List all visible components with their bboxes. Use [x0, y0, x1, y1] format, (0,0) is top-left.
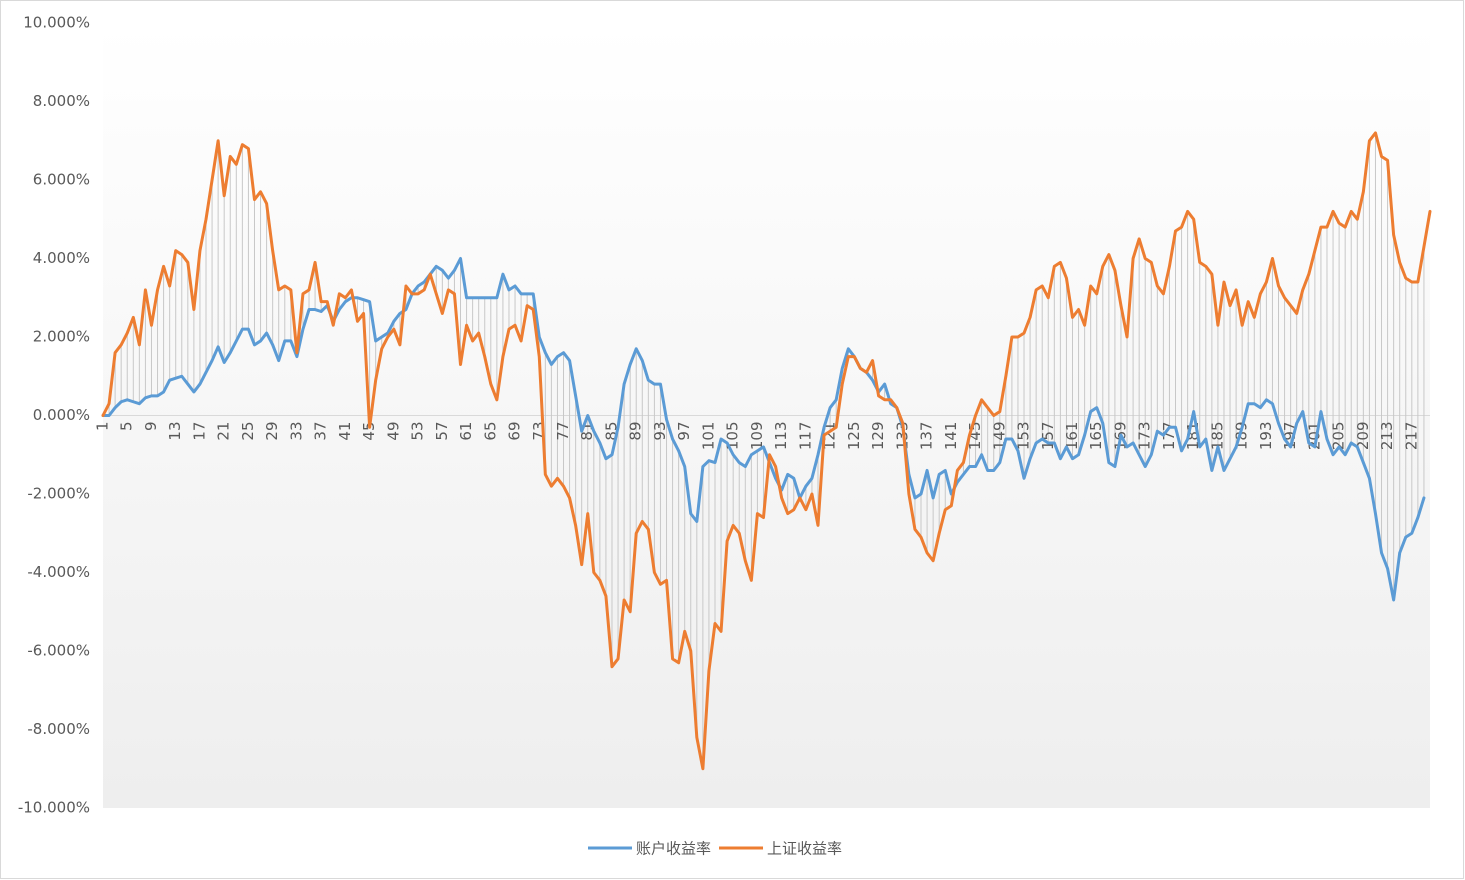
x-tick-label: 109 — [748, 422, 766, 451]
x-tick-label: 93 — [651, 422, 669, 441]
x-tick-label: 65 — [481, 422, 499, 441]
legend-label: 上证收益率 — [767, 840, 842, 858]
y-tick-label: 4.000% — [33, 249, 90, 267]
x-tick-label: 37 — [312, 422, 330, 441]
x-tick-label: 185 — [1208, 422, 1226, 451]
x-tick-label: 133 — [893, 422, 911, 451]
x-tick-label: 113 — [772, 422, 790, 451]
x-tick-label: 5 — [118, 422, 136, 432]
x-tick-label: 117 — [796, 422, 814, 451]
x-tick-label: 89 — [627, 422, 645, 441]
x-tick-label: 25 — [239, 422, 257, 441]
y-tick-label: -4.000% — [27, 563, 90, 581]
y-tick-label: 8.000% — [33, 92, 90, 110]
x-tick-label: 97 — [675, 422, 693, 441]
x-tick-label: 209 — [1354, 422, 1372, 451]
x-tick-label: 53 — [409, 422, 427, 441]
y-tick-label: 2.000% — [33, 328, 90, 346]
series-line — [101, 131, 1432, 771]
legend-label: 账户收益率 — [636, 840, 711, 858]
x-tick-label: 141 — [942, 422, 960, 451]
x-tick-label: 21 — [215, 422, 233, 441]
x-tick-label: 217 — [1402, 422, 1420, 451]
x-tick-label: 193 — [1257, 422, 1275, 451]
y-tick-label: -6.000% — [27, 642, 90, 660]
x-tick-label: 17 — [190, 422, 208, 441]
x-tick-label: 129 — [869, 422, 887, 451]
x-tick-label: 61 — [457, 422, 475, 441]
x-tick-label: 49 — [384, 422, 402, 441]
x-tick-label: 1 — [94, 422, 112, 432]
x-tick-label: 165 — [1087, 422, 1105, 451]
y-tick-label: -10.000% — [18, 799, 90, 817]
x-tick-label: 29 — [263, 422, 281, 441]
x-tick-label: 9 — [142, 422, 160, 432]
x-tick-label: 173 — [1136, 422, 1154, 451]
y-tick-label: -8.000% — [27, 720, 90, 738]
x-tick-label: 33 — [287, 422, 305, 441]
y-tick-label: 0.000% — [33, 406, 90, 424]
x-tick-label: 137 — [918, 422, 936, 451]
y-tick-label: -2.000% — [27, 485, 90, 503]
series-line — [101, 257, 1426, 602]
x-tick-label: 57 — [433, 422, 451, 441]
x-tick-label: 13 — [166, 422, 184, 441]
x-tick-label: 125 — [845, 422, 863, 451]
legend: 账户收益率 上证收益率 — [588, 840, 842, 858]
x-tick-label: 41 — [336, 422, 354, 441]
x-tick-label: 213 — [1378, 422, 1396, 451]
x-tick-label: 205 — [1330, 422, 1348, 451]
x-tick-label: 101 — [699, 422, 717, 451]
x-tick-label: 69 — [506, 422, 524, 441]
x-tick-label: 73 — [530, 422, 548, 441]
x-tick-label: 45 — [360, 422, 378, 441]
y-tick-label: 6.000% — [33, 171, 90, 189]
x-tick-label: 153 — [1015, 422, 1033, 451]
x-tick-label: 161 — [1063, 422, 1081, 451]
x-tick-label: 105 — [724, 422, 742, 451]
y-tick-label: 10.000% — [23, 14, 90, 32]
x-tick-label: 77 — [554, 422, 572, 441]
